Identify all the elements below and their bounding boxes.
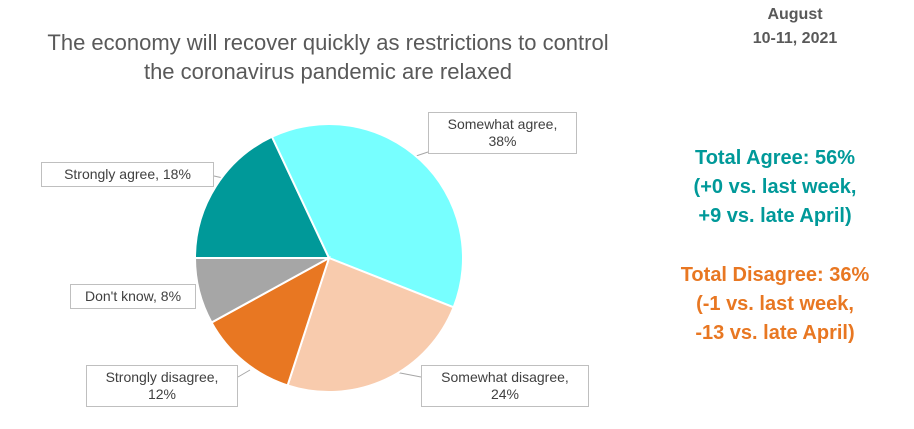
annotation: +9 vs. late April): [698, 205, 852, 227]
annotation: (+0 vs. last week,: [693, 176, 857, 198]
pie-slice: [210, 255, 331, 387]
date-label: 10-11, 2021: [752, 30, 838, 47]
data-label: Somewhat disagree, 24%: [421, 365, 589, 407]
data-label: Somewhat agree, 38%: [428, 112, 577, 154]
data-label: Strongly agree, 18%: [41, 162, 214, 187]
pie-slice: [270, 123, 464, 309]
annotation: -13 vs. late April): [695, 322, 855, 344]
leader-line: [237, 369, 251, 378]
annotation: (-1 vs. last week,: [696, 293, 854, 315]
chart-title: the coronavirus pandemic are relaxed: [143, 59, 513, 84]
pie-slice: [193, 135, 331, 259]
pie-slice: [286, 256, 455, 393]
annotation: Total Agree: 56%: [694, 147, 856, 169]
annotation: Total Disagree: 36%: [680, 264, 870, 286]
chart-title: The economy will recover quickly as rest…: [47, 30, 609, 55]
data-label: Strongly disagree, 12%: [86, 365, 238, 407]
data-label: Don't know, 8%: [70, 284, 196, 309]
pie-slice: [193, 257, 330, 324]
date-label: August: [767, 6, 823, 23]
